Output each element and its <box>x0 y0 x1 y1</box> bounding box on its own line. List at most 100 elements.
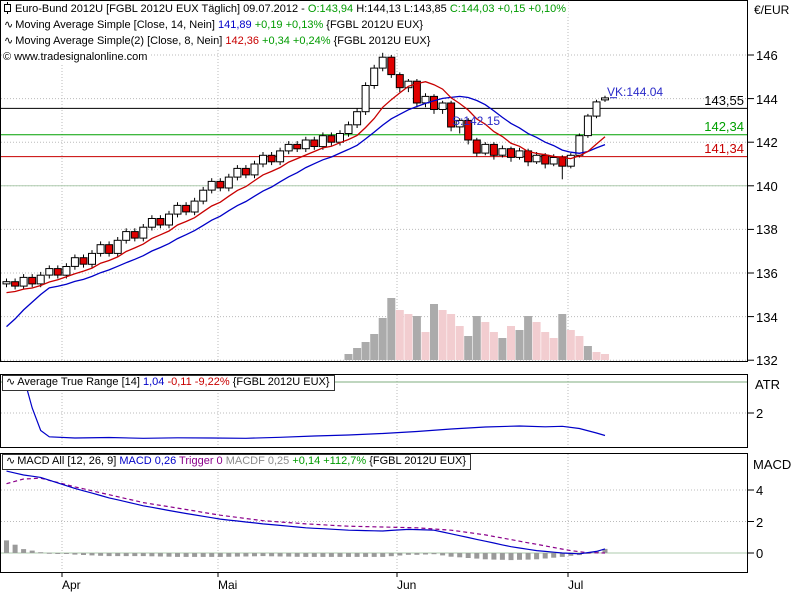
macdf-bar <box>517 553 522 560</box>
candle <box>353 111 362 126</box>
candle <box>259 154 267 165</box>
candle <box>62 266 71 276</box>
volume-bar <box>566 330 575 360</box>
candle <box>241 167 250 176</box>
candle <box>216 180 225 189</box>
macdf-bar <box>226 553 232 557</box>
legend-segment: Trigger 0 <box>179 455 226 467</box>
legend-segment: 1,04 <box>143 376 168 388</box>
macdf-bar <box>21 549 27 553</box>
level-label-14234[interactable]: 142,34 <box>704 119 744 134</box>
vk-sell-annotation[interactable]: VK:144.04 <box>607 85 664 99</box>
candle <box>79 257 88 265</box>
candle <box>156 218 165 226</box>
macdf-bar <box>260 553 266 557</box>
macdf-bar <box>149 553 155 557</box>
candle <box>464 119 473 141</box>
volume-bar <box>464 336 473 360</box>
macdf-bar <box>269 553 275 557</box>
legend-segment: Moving Average Simple(2) [Close, 8, Nein… <box>15 35 226 47</box>
wave-icon: ∿ <box>6 376 16 388</box>
candle <box>45 268 54 276</box>
macdf-bar <box>568 553 574 556</box>
macdf-bar <box>431 553 437 555</box>
macdf-bar <box>55 553 61 554</box>
atr-tick-label: 2 <box>756 406 764 421</box>
macdf-bar <box>311 553 317 557</box>
legend-segment: C:144,03 +0,15 +0,10% <box>449 3 567 15</box>
macdf-bar <box>243 553 249 557</box>
candle <box>404 80 413 89</box>
level-label-14134[interactable]: 141,34 <box>704 141 744 156</box>
price-tick-label: 134 <box>756 310 778 325</box>
candle <box>361 85 370 113</box>
macdf-bar <box>46 552 52 554</box>
volume-bar <box>387 298 396 360</box>
volume-bar <box>541 332 550 360</box>
macdf-bar <box>115 553 121 557</box>
legend-segment: +0,14 +112,7% <box>292 455 370 467</box>
candle <box>36 274 45 285</box>
candle <box>566 154 575 167</box>
candle <box>28 276 37 285</box>
macdf-bar <box>525 553 531 560</box>
candle <box>558 157 567 167</box>
candle <box>387 56 396 76</box>
volume-bar <box>430 304 438 360</box>
macdf-bar <box>423 553 428 555</box>
wave-icon: ∿ <box>6 455 16 467</box>
candle <box>412 80 421 104</box>
volume-bar <box>378 318 387 360</box>
volume-bar <box>353 348 362 360</box>
volume-bar <box>421 332 430 360</box>
legend-segment: MACDF 0,25 <box>225 455 293 467</box>
candle <box>207 180 216 191</box>
candle <box>267 154 276 163</box>
macdf-bar <box>371 553 377 557</box>
stop-annotation[interactable]: S:142.15 <box>452 114 501 128</box>
macdf-bar <box>303 553 309 557</box>
candle <box>284 143 293 152</box>
price-tick-label: 140 <box>756 179 778 194</box>
candle <box>113 239 122 254</box>
macdf-bar <box>166 553 172 557</box>
volume-bar <box>515 330 524 360</box>
candle <box>327 135 336 143</box>
candlestick-icon <box>4 2 11 14</box>
legend-segment: {FGBL 2012U EUX} <box>326 19 424 31</box>
candle <box>438 102 447 110</box>
candle <box>472 139 481 154</box>
candle <box>601 97 609 101</box>
volume-bar <box>507 326 515 360</box>
candle <box>498 148 507 156</box>
volume-bar <box>549 338 558 360</box>
symbol-title-row: Euro-Bund 2012U [FGBL 2012U EUX Täglich]… <box>3 1 569 17</box>
volume-bar <box>344 354 353 360</box>
macdf-bar <box>328 553 334 557</box>
candle <box>11 281 20 287</box>
macdf-bar <box>482 553 488 560</box>
macdf-bar <box>448 553 454 557</box>
level-label-14355[interactable]: 143,55 <box>704 93 744 108</box>
candle <box>481 143 490 154</box>
price-tick-label: 142 <box>756 135 778 150</box>
legend-segment: H:144,13 L:143,85 <box>356 3 450 15</box>
macdf-bar <box>106 553 112 557</box>
candle <box>105 244 114 254</box>
volume-bar <box>370 334 379 360</box>
macdf-bar <box>277 553 283 557</box>
legend-segment: Moving Average Simple [Close, 14, Nein] <box>15 19 219 31</box>
candle <box>19 276 28 287</box>
macdf-bar <box>465 553 471 558</box>
volume-bar <box>558 314 567 360</box>
candle <box>310 139 319 147</box>
volume-bar <box>575 336 584 360</box>
candle <box>96 244 105 254</box>
macdf-bar <box>98 553 104 556</box>
macdf-bar <box>209 553 215 557</box>
candle <box>2 281 11 285</box>
candle <box>173 204 182 215</box>
price-tick-label: 132 <box>756 353 778 368</box>
copyright: © www.tradesignalonline.com <box>3 49 150 65</box>
macdf-bar <box>81 553 86 555</box>
